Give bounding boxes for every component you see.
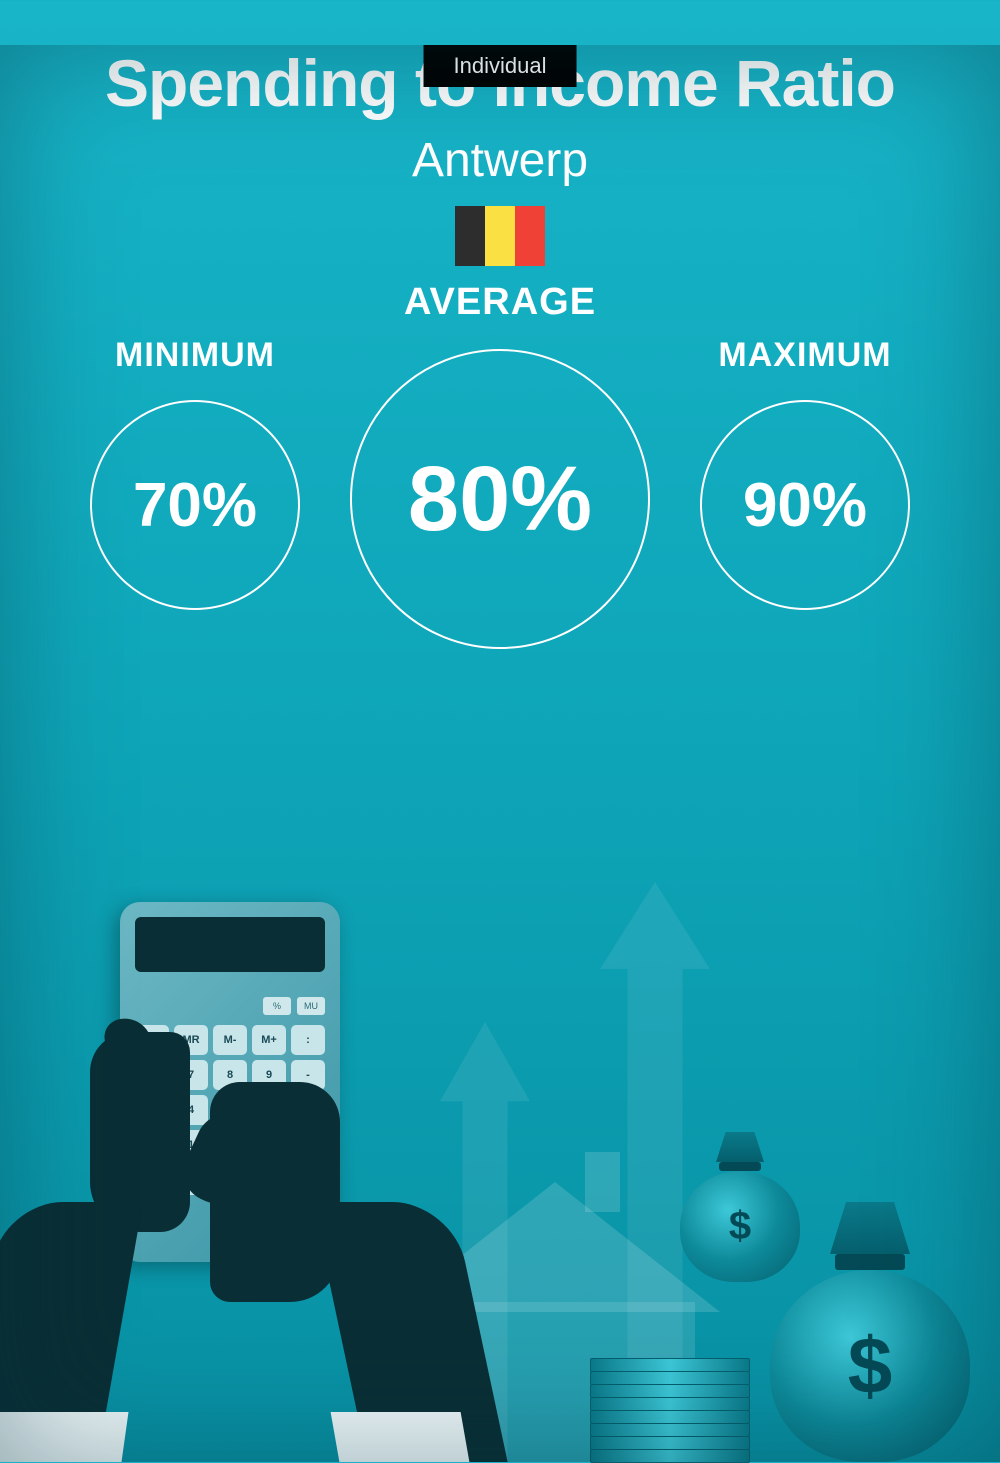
- stat-minimum: MINIMUM 70%: [90, 336, 300, 610]
- stat-maximum: MAXIMUM 90%: [700, 336, 910, 610]
- calc-key: :: [291, 1025, 325, 1055]
- dollar-sign-icon: $: [729, 1204, 751, 1249]
- calculator-screen: [135, 917, 325, 972]
- flag-stripe-yellow: [485, 206, 515, 266]
- chimney-icon: [585, 1152, 620, 1212]
- stat-minimum-label: MINIMUM: [115, 336, 275, 375]
- bottom-illustration: $ $ % MU MCMRM-M+:+/-789-▶456+C/A123=000…: [0, 862, 1000, 1462]
- calc-key: M-: [213, 1025, 247, 1055]
- stat-maximum-label: MAXIMUM: [718, 336, 891, 375]
- flag-stripe-black: [455, 206, 485, 266]
- stats-row: MINIMUM 70% AVERAGE 80% MAXIMUM 90%: [0, 336, 1000, 649]
- dollar-sign-icon: $: [848, 1320, 893, 1412]
- stat-maximum-circle: 90%: [700, 400, 910, 610]
- category-badge: Individual: [424, 45, 577, 87]
- money-stack-icon: [590, 1332, 750, 1462]
- left-hand-icon: [0, 1012, 210, 1462]
- belgium-flag-icon: [455, 206, 545, 266]
- stat-minimum-circle: 70%: [90, 400, 300, 610]
- stat-minimum-value: 70%: [133, 470, 257, 541]
- money-bag-large-icon: $: [770, 1202, 970, 1462]
- stat-average-label: AVERAGE: [404, 281, 596, 324]
- hands-calculator-icon: % MU MCMRM-M+:+/-789-▶456+C/A123=000.: [0, 902, 460, 1462]
- location-subtitle: Antwerp: [0, 133, 1000, 188]
- flag-stripe-red: [515, 206, 545, 266]
- stat-maximum-value: 90%: [743, 470, 867, 541]
- calc-key: M+: [252, 1025, 286, 1055]
- right-hand-icon: [210, 1082, 460, 1462]
- stat-average-circle: 80%: [350, 349, 650, 649]
- stat-average-value: 80%: [408, 447, 592, 552]
- stat-average: AVERAGE 80%: [350, 281, 650, 649]
